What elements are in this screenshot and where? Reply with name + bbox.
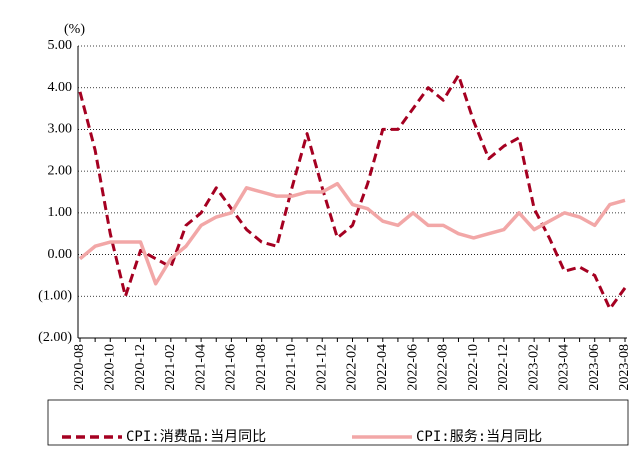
x-tick-label: 2022-12 bbox=[496, 344, 511, 391]
y-tick-label: 4.00 bbox=[48, 80, 73, 95]
x-tick-label: 2023-04 bbox=[557, 344, 572, 391]
x-tick-label: 2023-06 bbox=[587, 344, 602, 391]
x-tick-label: 2022-06 bbox=[405, 344, 420, 391]
x-tick-label: 2021-08 bbox=[254, 344, 269, 391]
x-tick-label: 2023-08 bbox=[617, 344, 632, 391]
x-tick-label: 2021-04 bbox=[193, 344, 208, 391]
y-tick-label: 3.00 bbox=[48, 122, 73, 137]
y-tick-label: 2.00 bbox=[48, 163, 73, 178]
y-tick-label: 1.00 bbox=[48, 205, 73, 220]
x-tick-label: 2020-08 bbox=[72, 344, 87, 391]
x-tick-label: 2020-12 bbox=[133, 344, 148, 391]
legend-label: CPI:服务:当月同比 bbox=[416, 429, 542, 445]
x-tick-label: 2023-02 bbox=[526, 344, 541, 391]
x-tick-label: 2022-04 bbox=[375, 344, 390, 391]
x-tick-label: 2022-02 bbox=[345, 344, 360, 391]
x-tick-label: 2021-10 bbox=[284, 344, 299, 391]
y-tick-label: 0.00 bbox=[48, 247, 73, 262]
y-tick-label: (1.00) bbox=[38, 289, 72, 304]
y-tick-label: (2.00) bbox=[38, 330, 72, 345]
unit-label: (%) bbox=[64, 22, 85, 37]
legend-label: CPI:消费品:当月同比 bbox=[126, 429, 266, 445]
legend-box bbox=[47, 399, 629, 446]
x-tick-label: 2021-06 bbox=[224, 344, 239, 391]
y-tick-label: 5.00 bbox=[48, 38, 73, 53]
x-tick-label: 2022-08 bbox=[436, 344, 451, 391]
x-tick-label: 2022-10 bbox=[466, 344, 481, 391]
series-line bbox=[78, 73, 627, 311]
x-tick-label: 2021-02 bbox=[163, 344, 178, 391]
series-line bbox=[78, 181, 626, 286]
x-tick-label: 2021-12 bbox=[314, 344, 329, 391]
x-tick-label: 2020-10 bbox=[102, 344, 117, 391]
